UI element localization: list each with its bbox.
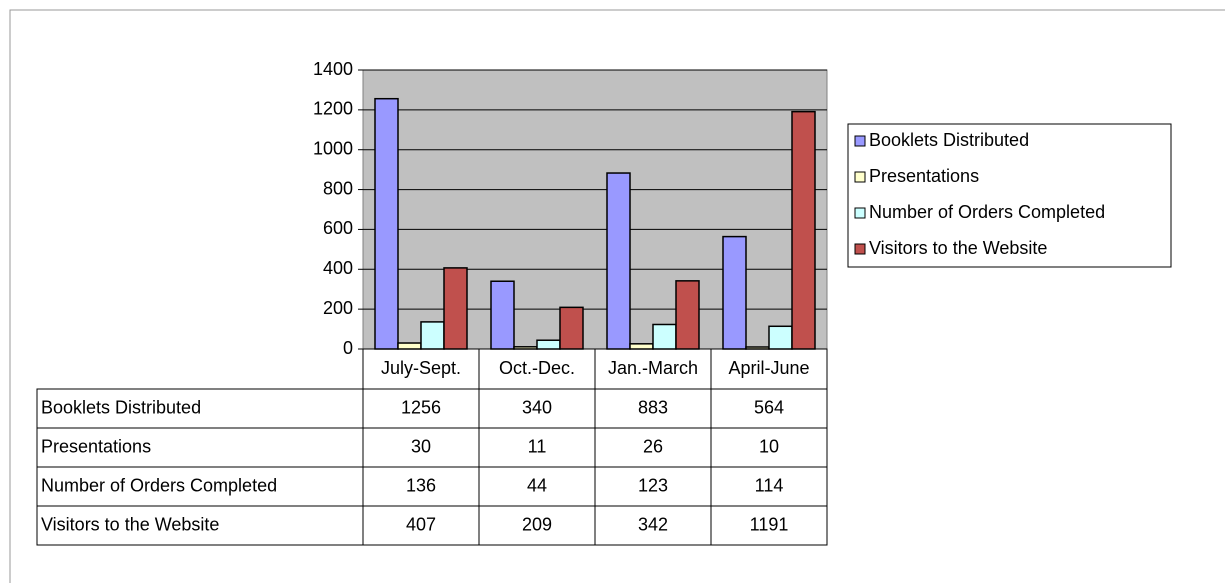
y-tick-label: 400 <box>323 258 353 278</box>
y-tick-label: 1400 <box>313 59 353 79</box>
table-cell <box>36 388 364 429</box>
legend-label: Number of Orders Completed <box>869 202 1105 222</box>
bar <box>536 339 561 350</box>
frame <box>9 9 1225 583</box>
table-value: 340 <box>522 397 552 417</box>
table-value: 123 <box>638 475 668 495</box>
bar <box>768 325 793 350</box>
table-value: 342 <box>638 514 668 534</box>
table-value: 30 <box>411 436 431 456</box>
table-cell <box>478 505 596 546</box>
bar <box>559 306 584 350</box>
table-row-label: Presentations <box>41 436 151 456</box>
table-value: 26 <box>643 436 663 456</box>
table-cell <box>710 388 828 429</box>
y-tick-label: 1200 <box>313 99 353 119</box>
y-tick-label: 1000 <box>313 138 353 158</box>
legend-swatch <box>854 135 866 147</box>
bar <box>629 343 654 350</box>
bar <box>490 280 515 350</box>
bar <box>675 280 700 350</box>
x-tick-label: Oct.-Dec. <box>499 358 575 378</box>
bar <box>443 267 468 350</box>
table-value: 883 <box>638 397 668 417</box>
table-row-label: Booklets Distributed <box>41 397 201 417</box>
legend <box>847 123 1172 268</box>
y-tick-label: 0 <box>343 338 353 358</box>
table-cell <box>594 427 712 468</box>
bar <box>606 172 631 350</box>
table-cell <box>36 466 364 507</box>
table-cell <box>362 466 480 507</box>
table-cell <box>710 466 828 507</box>
table-value: 1191 <box>750 514 789 534</box>
x-tick-label: Jan.-March <box>608 358 698 378</box>
bar <box>513 346 538 350</box>
bar <box>397 342 422 350</box>
table-cell <box>594 505 712 546</box>
table-cell <box>36 427 364 468</box>
legend-swatch <box>854 243 866 255</box>
y-tick-label: 600 <box>323 218 353 238</box>
x-tick-label: April-June <box>728 358 809 378</box>
table-value: 209 <box>522 514 552 534</box>
table-value: 11 <box>528 436 547 456</box>
legend-swatch <box>854 171 866 183</box>
table-value: 564 <box>754 397 784 417</box>
table-row-label: Visitors to the Website <box>41 514 219 534</box>
bar <box>745 346 770 350</box>
table-value: 136 <box>406 475 436 495</box>
x-tick-label: July-Sept. <box>381 358 461 378</box>
table-value: 407 <box>406 514 436 534</box>
bar <box>374 97 399 350</box>
bar <box>722 235 747 350</box>
table-value: 114 <box>755 475 784 495</box>
legend-swatch <box>854 207 866 219</box>
legend-label: Presentations <box>869 166 979 186</box>
table-cell <box>478 427 596 468</box>
bar <box>420 321 445 350</box>
bar <box>791 110 816 350</box>
table-cell <box>478 466 596 507</box>
table-value: 44 <box>527 475 547 495</box>
plot-area <box>362 69 828 350</box>
bar <box>652 323 677 350</box>
table-value: 1256 <box>401 397 441 417</box>
table-cell <box>710 427 828 468</box>
table-cell <box>36 505 364 546</box>
legend-label: Visitors to the Website <box>869 238 1047 258</box>
y-tick-label: 200 <box>323 298 353 318</box>
y-tick-label: 800 <box>323 178 353 198</box>
table-row-label: Number of Orders Completed <box>41 475 277 495</box>
table-cell <box>362 388 480 429</box>
table-cell <box>362 505 480 546</box>
table-value: 10 <box>759 436 779 456</box>
legend-label: Booklets Distributed <box>869 130 1029 150</box>
table-cell <box>710 505 828 546</box>
table-cell <box>594 466 712 507</box>
